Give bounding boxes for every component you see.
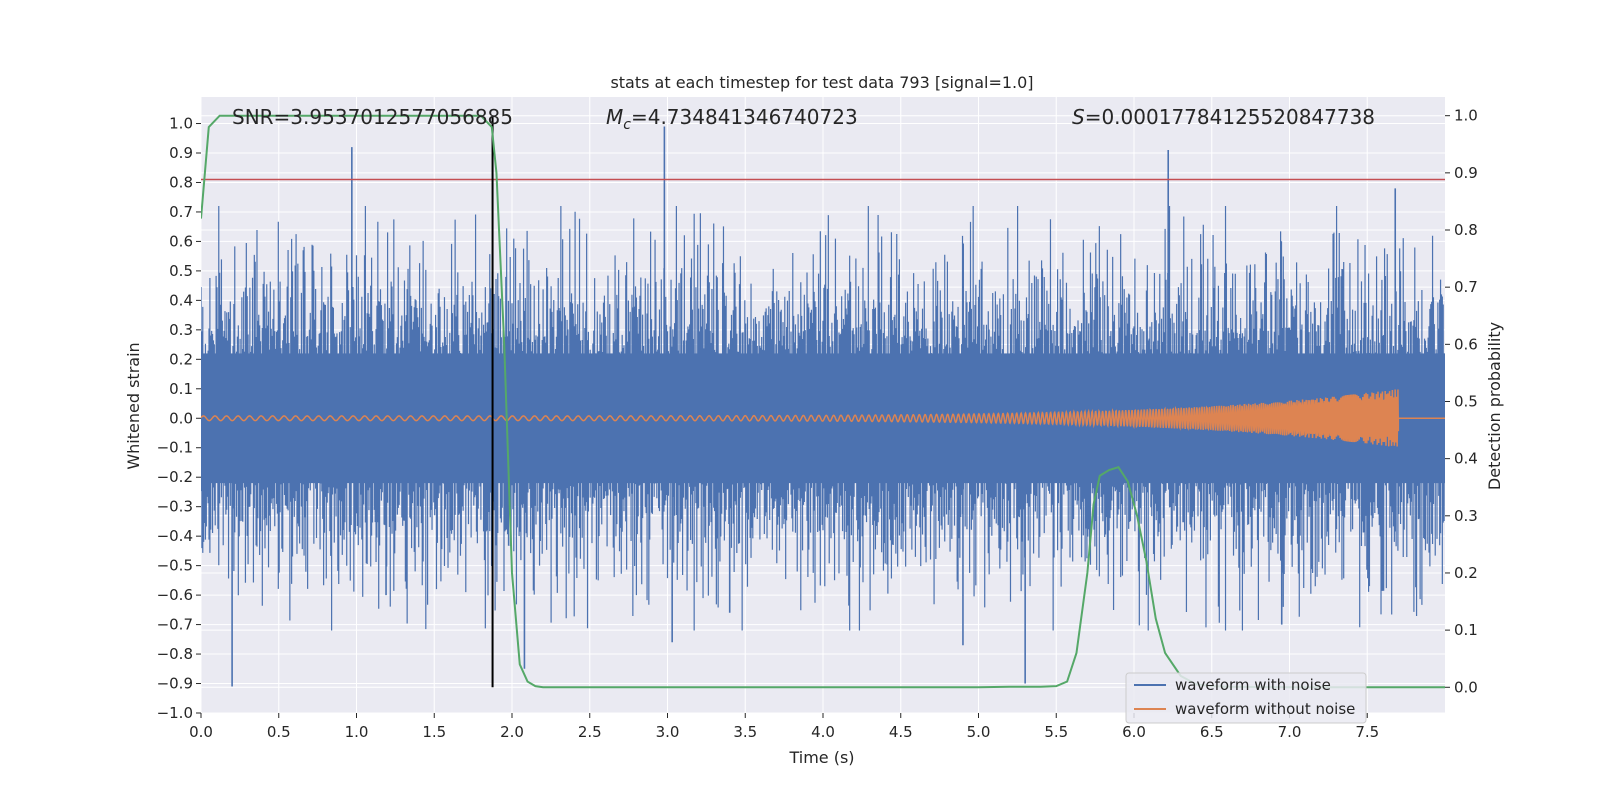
x-tick-label: 3.5 <box>733 723 757 741</box>
y-tick-label: −0.8 <box>157 645 193 663</box>
y-tick-label: 0.3 <box>169 321 193 339</box>
x-tick-label: 4.0 <box>811 723 835 741</box>
y-tick-label: 0.2 <box>169 350 193 368</box>
series-detection-probability <box>201 114 1445 689</box>
snr-annotation: SNR=3.9537012577056885 <box>232 105 513 129</box>
y2-tick-label: 0.5 <box>1454 392 1478 410</box>
chirp-mass-symbol: M <box>606 105 623 129</box>
y-tick-label: −0.3 <box>157 498 193 516</box>
s-value: =0.00017784125520847738 <box>1085 105 1375 129</box>
s-symbol: S <box>1072 105 1085 129</box>
y-tick-label: −0.9 <box>157 675 193 693</box>
y-tick-label: −0.6 <box>157 586 193 604</box>
x-tick-label: 3.0 <box>656 723 680 741</box>
x-tick-label: 6.5 <box>1200 723 1224 741</box>
y2-tick-label: 0.3 <box>1454 507 1478 525</box>
y-tick-label: −0.5 <box>157 557 193 575</box>
x-tick-label: 6.0 <box>1122 723 1146 741</box>
y-axis-label: Whitened strain <box>124 342 143 469</box>
s-annotation: S=0.00017784125520847738 <box>1072 105 1375 129</box>
y-tick-label: 0.9 <box>169 144 193 162</box>
plot-area <box>201 114 1445 689</box>
x-tick-label: 1.0 <box>345 723 369 741</box>
x-tick-label: 7.0 <box>1278 723 1302 741</box>
y-tick-label: 0.1 <box>169 380 193 398</box>
y2-axis-label: Detection probability <box>1485 322 1504 490</box>
y-tick-label: 0.6 <box>169 232 193 250</box>
x-tick-label: 4.5 <box>889 723 913 741</box>
series-chirp-waveform <box>201 389 1445 447</box>
legend: waveform with noise waveform without noi… <box>1125 672 1367 724</box>
y-tick-label: −1.0 <box>157 704 193 722</box>
legend-label-noise: waveform with noise <box>1175 676 1331 694</box>
y-tick-label: −0.4 <box>157 527 193 545</box>
x-tick-label: 2.0 <box>500 723 524 741</box>
y2-tick-label: 0.2 <box>1454 564 1478 582</box>
y-tick-label: 0.4 <box>169 291 193 309</box>
legend-label-chirp: waveform without noise <box>1175 700 1355 718</box>
chirp-mass-annotation: Mc=4.734841346740723 <box>606 105 858 133</box>
y2-tick-label: 1.0 <box>1454 107 1478 125</box>
chirp-mass-value: =4.734841346740723 <box>631 105 858 129</box>
y2-tick-label: 0.4 <box>1454 450 1478 468</box>
y-tick-label: −0.2 <box>157 468 193 486</box>
legend-box <box>1125 672 1367 724</box>
y-tick-label: 0.0 <box>169 409 193 427</box>
y-tick-label: −0.7 <box>157 616 193 634</box>
y2-tick-label: 0.1 <box>1454 621 1478 639</box>
x-tick-label: 0.5 <box>267 723 291 741</box>
x-tick-label: 1.5 <box>422 723 446 741</box>
y-tick-label: 1.0 <box>169 115 193 133</box>
x-tick-label: 0.0 <box>189 723 213 741</box>
x-tick-label: 2.5 <box>578 723 602 741</box>
y2-tick-label: 0.8 <box>1454 221 1478 239</box>
y-tick-label: −0.1 <box>157 439 193 457</box>
x-tick-label: 7.5 <box>1355 723 1379 741</box>
x-axis-label: Time (s) <box>788 748 854 767</box>
y2-tick-label: 0.6 <box>1454 335 1478 353</box>
x-tick-label: 5.5 <box>1044 723 1068 741</box>
x-axis-ticks: 0.0 0.5 1.0 1.5 2.0 2.5 3.0 3.5 4.0 4.5 5.0 5.5 6.0 6… <box>189 713 1379 741</box>
y-axis-ticks: 1.0 0.9 0.8 0.7 0.6 0.5 0.4 0.3 0.2 0.1 0.0 −0.1 −0.… <box>157 115 201 722</box>
y2-tick-label: 0.0 <box>1454 678 1478 696</box>
y-tick-label: 0.7 <box>169 203 193 221</box>
y2-axis-ticks: 1.0 0.9 0.8 0.7 0.6 0.5 0.4 0.3 0.2 0.1 0.0 <box>1445 107 1478 696</box>
x-tick-label: 5.0 <box>967 723 991 741</box>
y-tick-label: 0.8 <box>169 173 193 191</box>
chirp-mass-subscript: c <box>623 117 631 133</box>
y-tick-label: 0.5 <box>169 262 193 280</box>
y2-tick-label: 0.9 <box>1454 164 1478 182</box>
chart-title: stats at each timestep for test data 793… <box>610 73 1033 92</box>
y2-tick-label: 0.7 <box>1454 278 1478 296</box>
